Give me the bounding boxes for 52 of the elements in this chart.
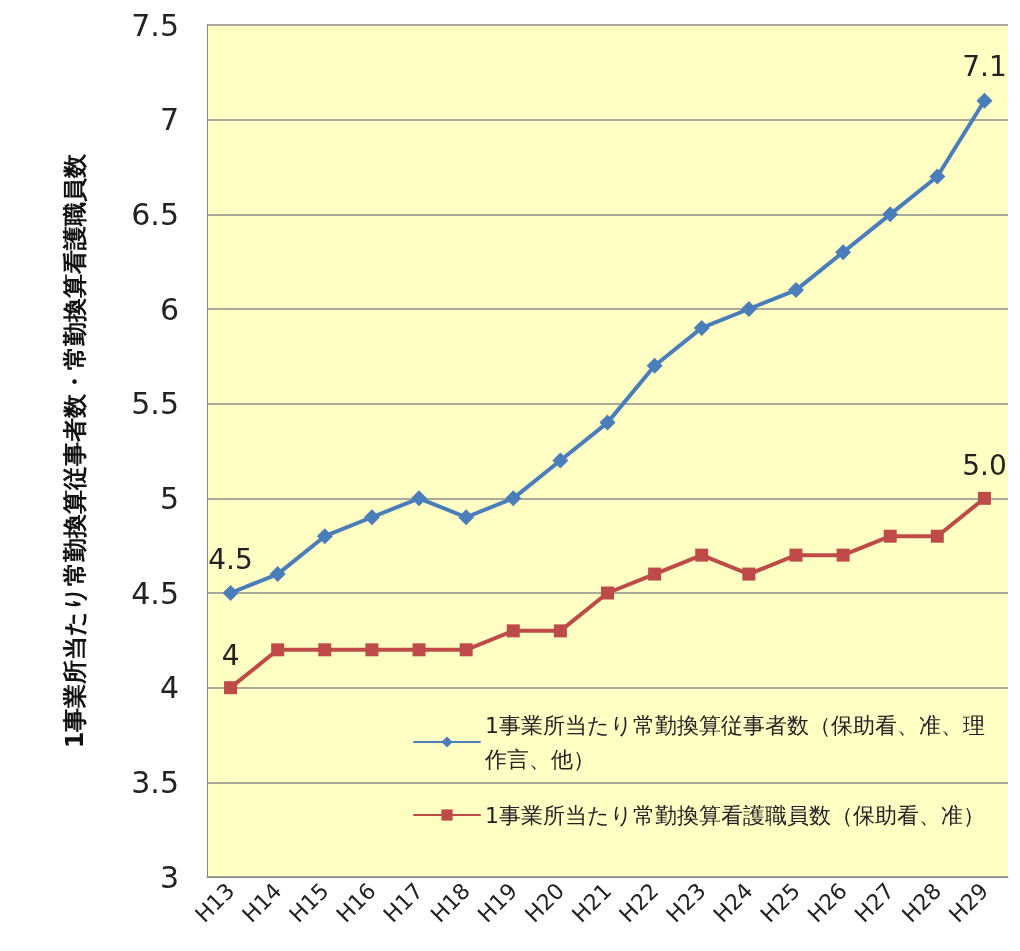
point: [742, 567, 756, 581]
point: [930, 529, 944, 543]
data-label: 7.1: [962, 50, 1007, 84]
legend-label: 1事業所当たり常勤換算従事者数（保助看、准、理作言、他）: [484, 712, 985, 772]
y-tick-label: 6.5: [131, 196, 179, 232]
point: [883, 529, 897, 543]
point: [835, 244, 852, 261]
y-tick-label: 6: [159, 291, 179, 327]
point: [929, 168, 946, 185]
y-tick-label: 3: [159, 859, 179, 895]
y-tick-label: 7: [159, 102, 179, 138]
point: [459, 643, 473, 657]
point: [224, 681, 238, 695]
point: [836, 548, 850, 562]
point: [318, 643, 332, 657]
point: [787, 282, 804, 299]
point: [505, 490, 522, 507]
y-tick-label: 3.5: [131, 764, 179, 800]
point: [695, 548, 709, 562]
x-tick-label: H21: [567, 878, 617, 928]
point: [222, 585, 239, 601]
point: [271, 643, 285, 657]
point: [601, 586, 614, 600]
point: [458, 509, 475, 526]
point: [411, 490, 428, 507]
point: [506, 624, 520, 638]
point: [976, 92, 993, 109]
point: [648, 567, 662, 581]
point: [977, 491, 991, 505]
point: [740, 301, 757, 317]
legend-label: 1事業所当たり常勤換算看護職員数（保助看、准）: [485, 802, 985, 828]
point: [599, 414, 616, 431]
point: [269, 566, 286, 583]
point: [316, 528, 333, 545]
y-axis-title: 1事業所当たり常勤換算従事者数・常勤換算看護職員数: [61, 152, 89, 749]
point: [646, 357, 663, 374]
point: [789, 548, 803, 562]
y-tick-label: 4: [159, 670, 179, 706]
point: [693, 319, 710, 336]
point: [363, 509, 380, 526]
y-tick-label: 5.5: [131, 386, 179, 422]
point: [553, 624, 567, 638]
y-tick-label: 5: [159, 480, 179, 516]
point: [552, 452, 569, 469]
y-tick-label: 4.5: [131, 575, 179, 611]
point: [412, 643, 426, 657]
data-label: 4.5: [208, 542, 253, 576]
point: [365, 643, 379, 657]
y-tick-label: 7.5: [131, 7, 179, 43]
data-label: 4: [221, 638, 240, 672]
point: [882, 206, 899, 223]
data-label: 5.0: [962, 449, 1007, 483]
